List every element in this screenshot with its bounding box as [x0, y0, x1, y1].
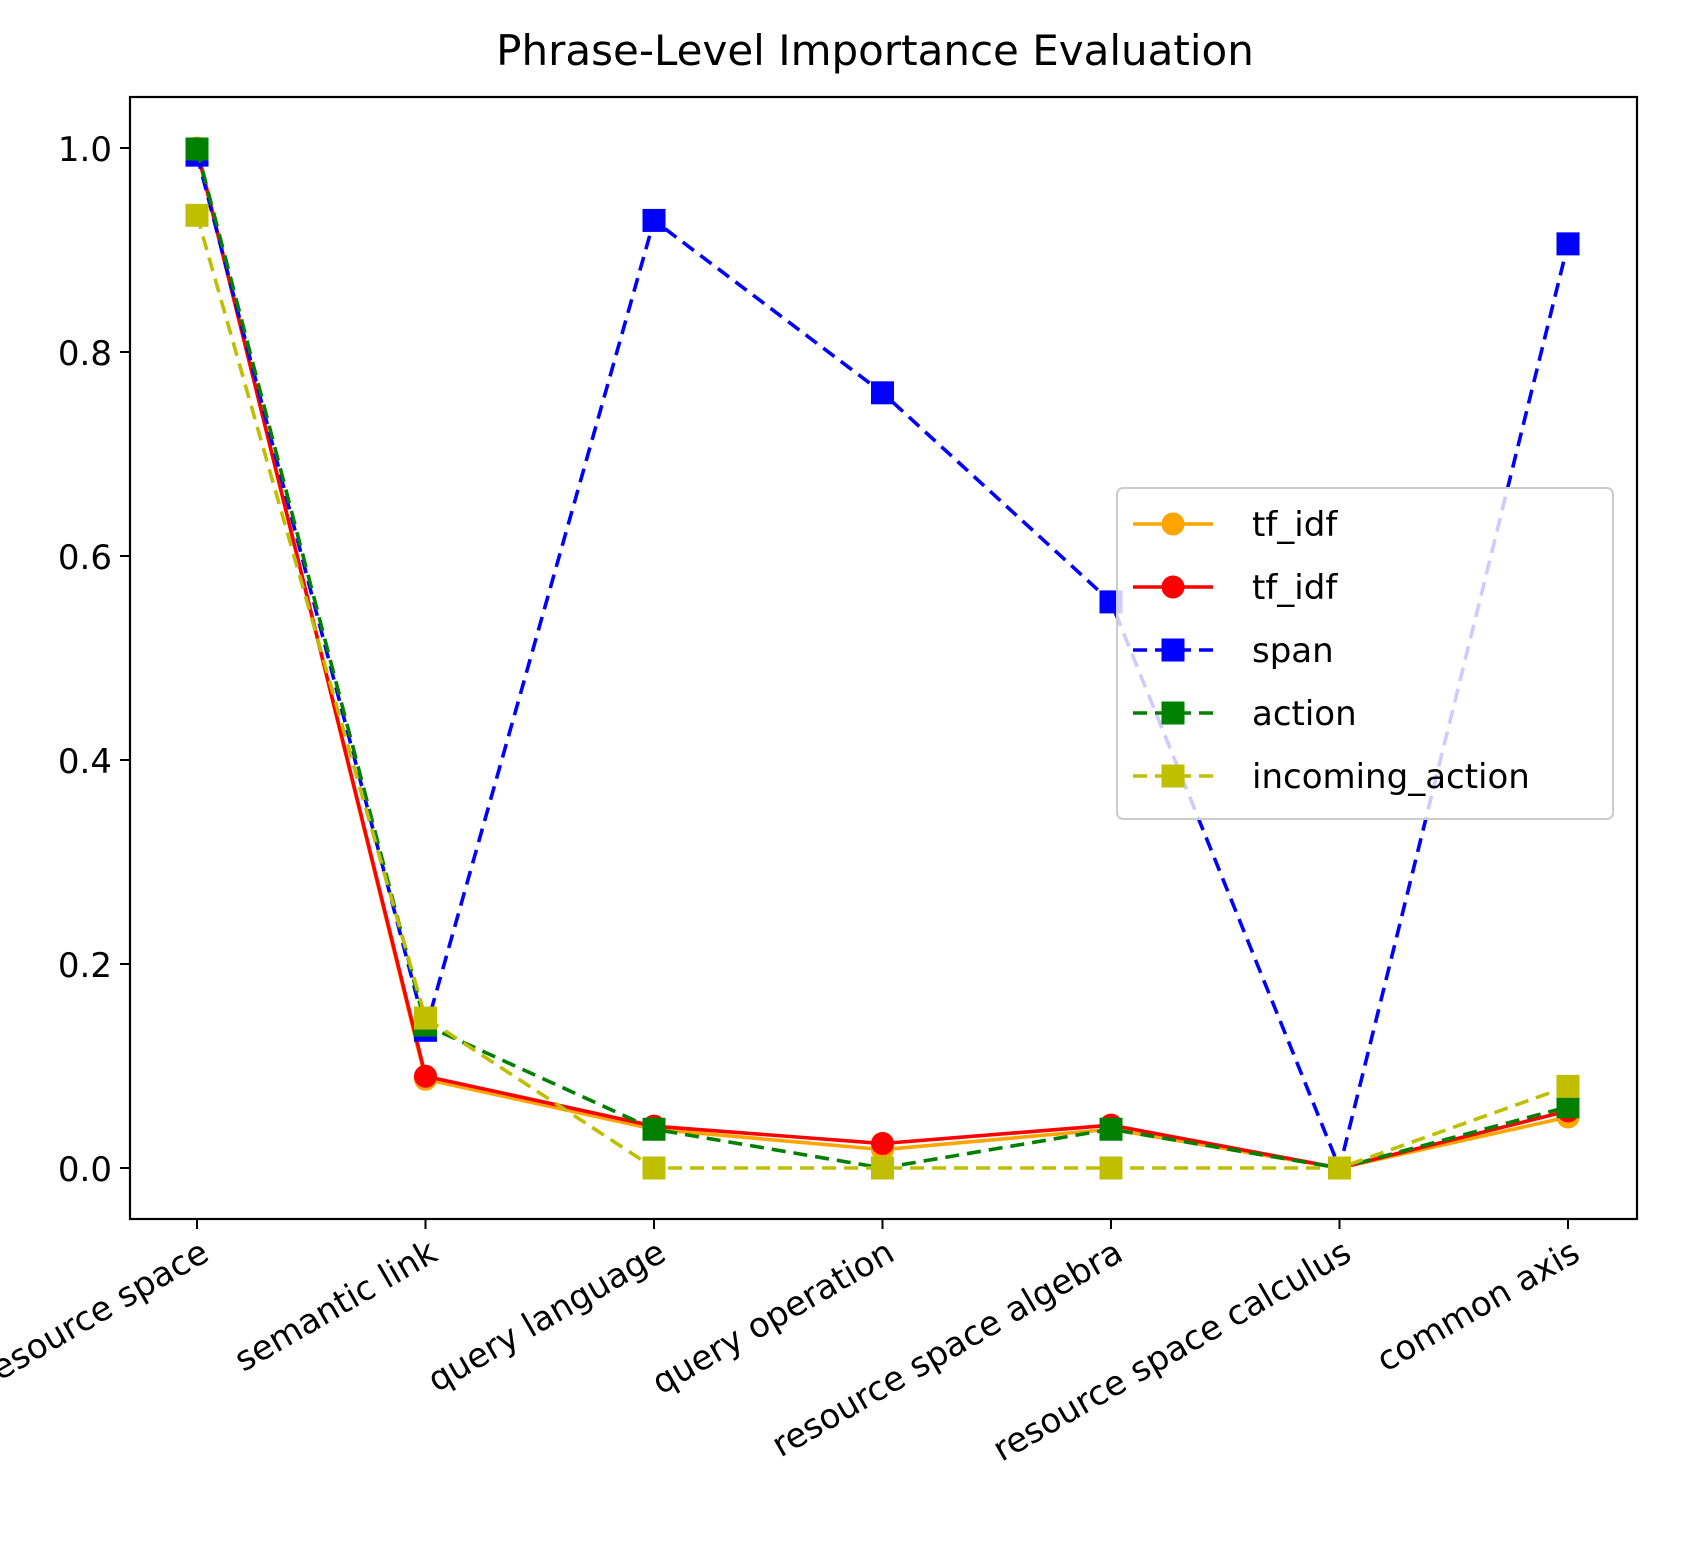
- data-point: [642, 208, 666, 232]
- legend-item: tf_idf: [1133, 505, 1338, 545]
- data-point: [1556, 1074, 1580, 1098]
- y-tick-label: 0.4: [58, 742, 112, 782]
- y-tick-label: 0.6: [58, 538, 112, 578]
- chart-title: Phrase-Level Importance Evaluation: [496, 26, 1254, 75]
- y-tick-label: 1.0: [58, 130, 112, 170]
- legend-item: span: [1133, 631, 1334, 671]
- y-tick-label: 0.8: [58, 334, 112, 374]
- data-point: [642, 1117, 666, 1141]
- data-point: [642, 1156, 666, 1180]
- y-axis: 0.0 0.2 0.4 0.6 0.8 1.0: [58, 130, 130, 1190]
- data-point: [1556, 1095, 1580, 1119]
- data-point: [185, 203, 209, 227]
- series-layer: [185, 136, 1580, 1180]
- legend-label: span: [1252, 631, 1334, 671]
- legend-marker: [1161, 638, 1185, 662]
- data-point: [1099, 1156, 1123, 1180]
- legend-marker: [1161, 701, 1185, 725]
- legend-label: tf_idf: [1252, 568, 1338, 608]
- legend-box: [1116, 487, 1614, 820]
- data-point: [871, 1132, 894, 1156]
- data-point: [1556, 232, 1580, 256]
- series-incoming-action: [185, 203, 1580, 1180]
- legend-label: tf_idf: [1252, 505, 1338, 545]
- data-point: [185, 137, 209, 161]
- legend-label: incoming_action: [1252, 757, 1530, 797]
- data-point: [414, 1064, 437, 1088]
- legend-item: action: [1133, 694, 1357, 734]
- data-point: [414, 1006, 437, 1030]
- data-point: [871, 381, 894, 405]
- legend-marker: [1161, 575, 1185, 599]
- y-tick-label: 0.0: [58, 1150, 112, 1190]
- legend-item: tf_idf: [1133, 568, 1338, 608]
- data-point: [1328, 1156, 1351, 1180]
- data-point: [871, 1156, 894, 1180]
- legend-label: action: [1252, 694, 1357, 734]
- legend-item: incoming_action: [1133, 757, 1530, 797]
- legend-marker: [1161, 764, 1185, 788]
- y-tick-label: 0.2: [58, 946, 112, 986]
- data-point: [1099, 1117, 1123, 1141]
- legend-marker: [1161, 512, 1185, 536]
